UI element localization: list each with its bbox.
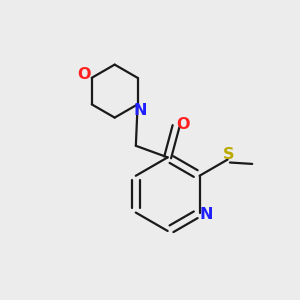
Text: S: S <box>223 147 235 162</box>
Text: O: O <box>176 117 189 132</box>
Text: N: N <box>134 103 147 118</box>
Text: O: O <box>78 67 91 82</box>
Text: N: N <box>199 207 213 222</box>
